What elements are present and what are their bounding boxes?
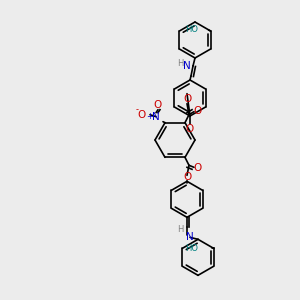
Text: N: N [152,112,160,122]
Text: H: H [177,58,183,68]
Text: N: N [186,232,194,242]
Text: O: O [138,110,146,120]
Text: HO: HO [186,25,199,34]
Text: O: O [193,106,201,116]
Text: HO: HO [186,244,199,253]
Text: O: O [193,163,201,173]
Text: O: O [154,100,162,110]
Text: -: - [136,105,139,114]
Text: O: O [186,124,194,134]
Text: N: N [183,61,191,71]
Text: O: O [183,172,191,182]
Text: O: O [183,94,191,104]
Text: H: H [177,225,183,234]
Text: +: + [147,112,153,121]
